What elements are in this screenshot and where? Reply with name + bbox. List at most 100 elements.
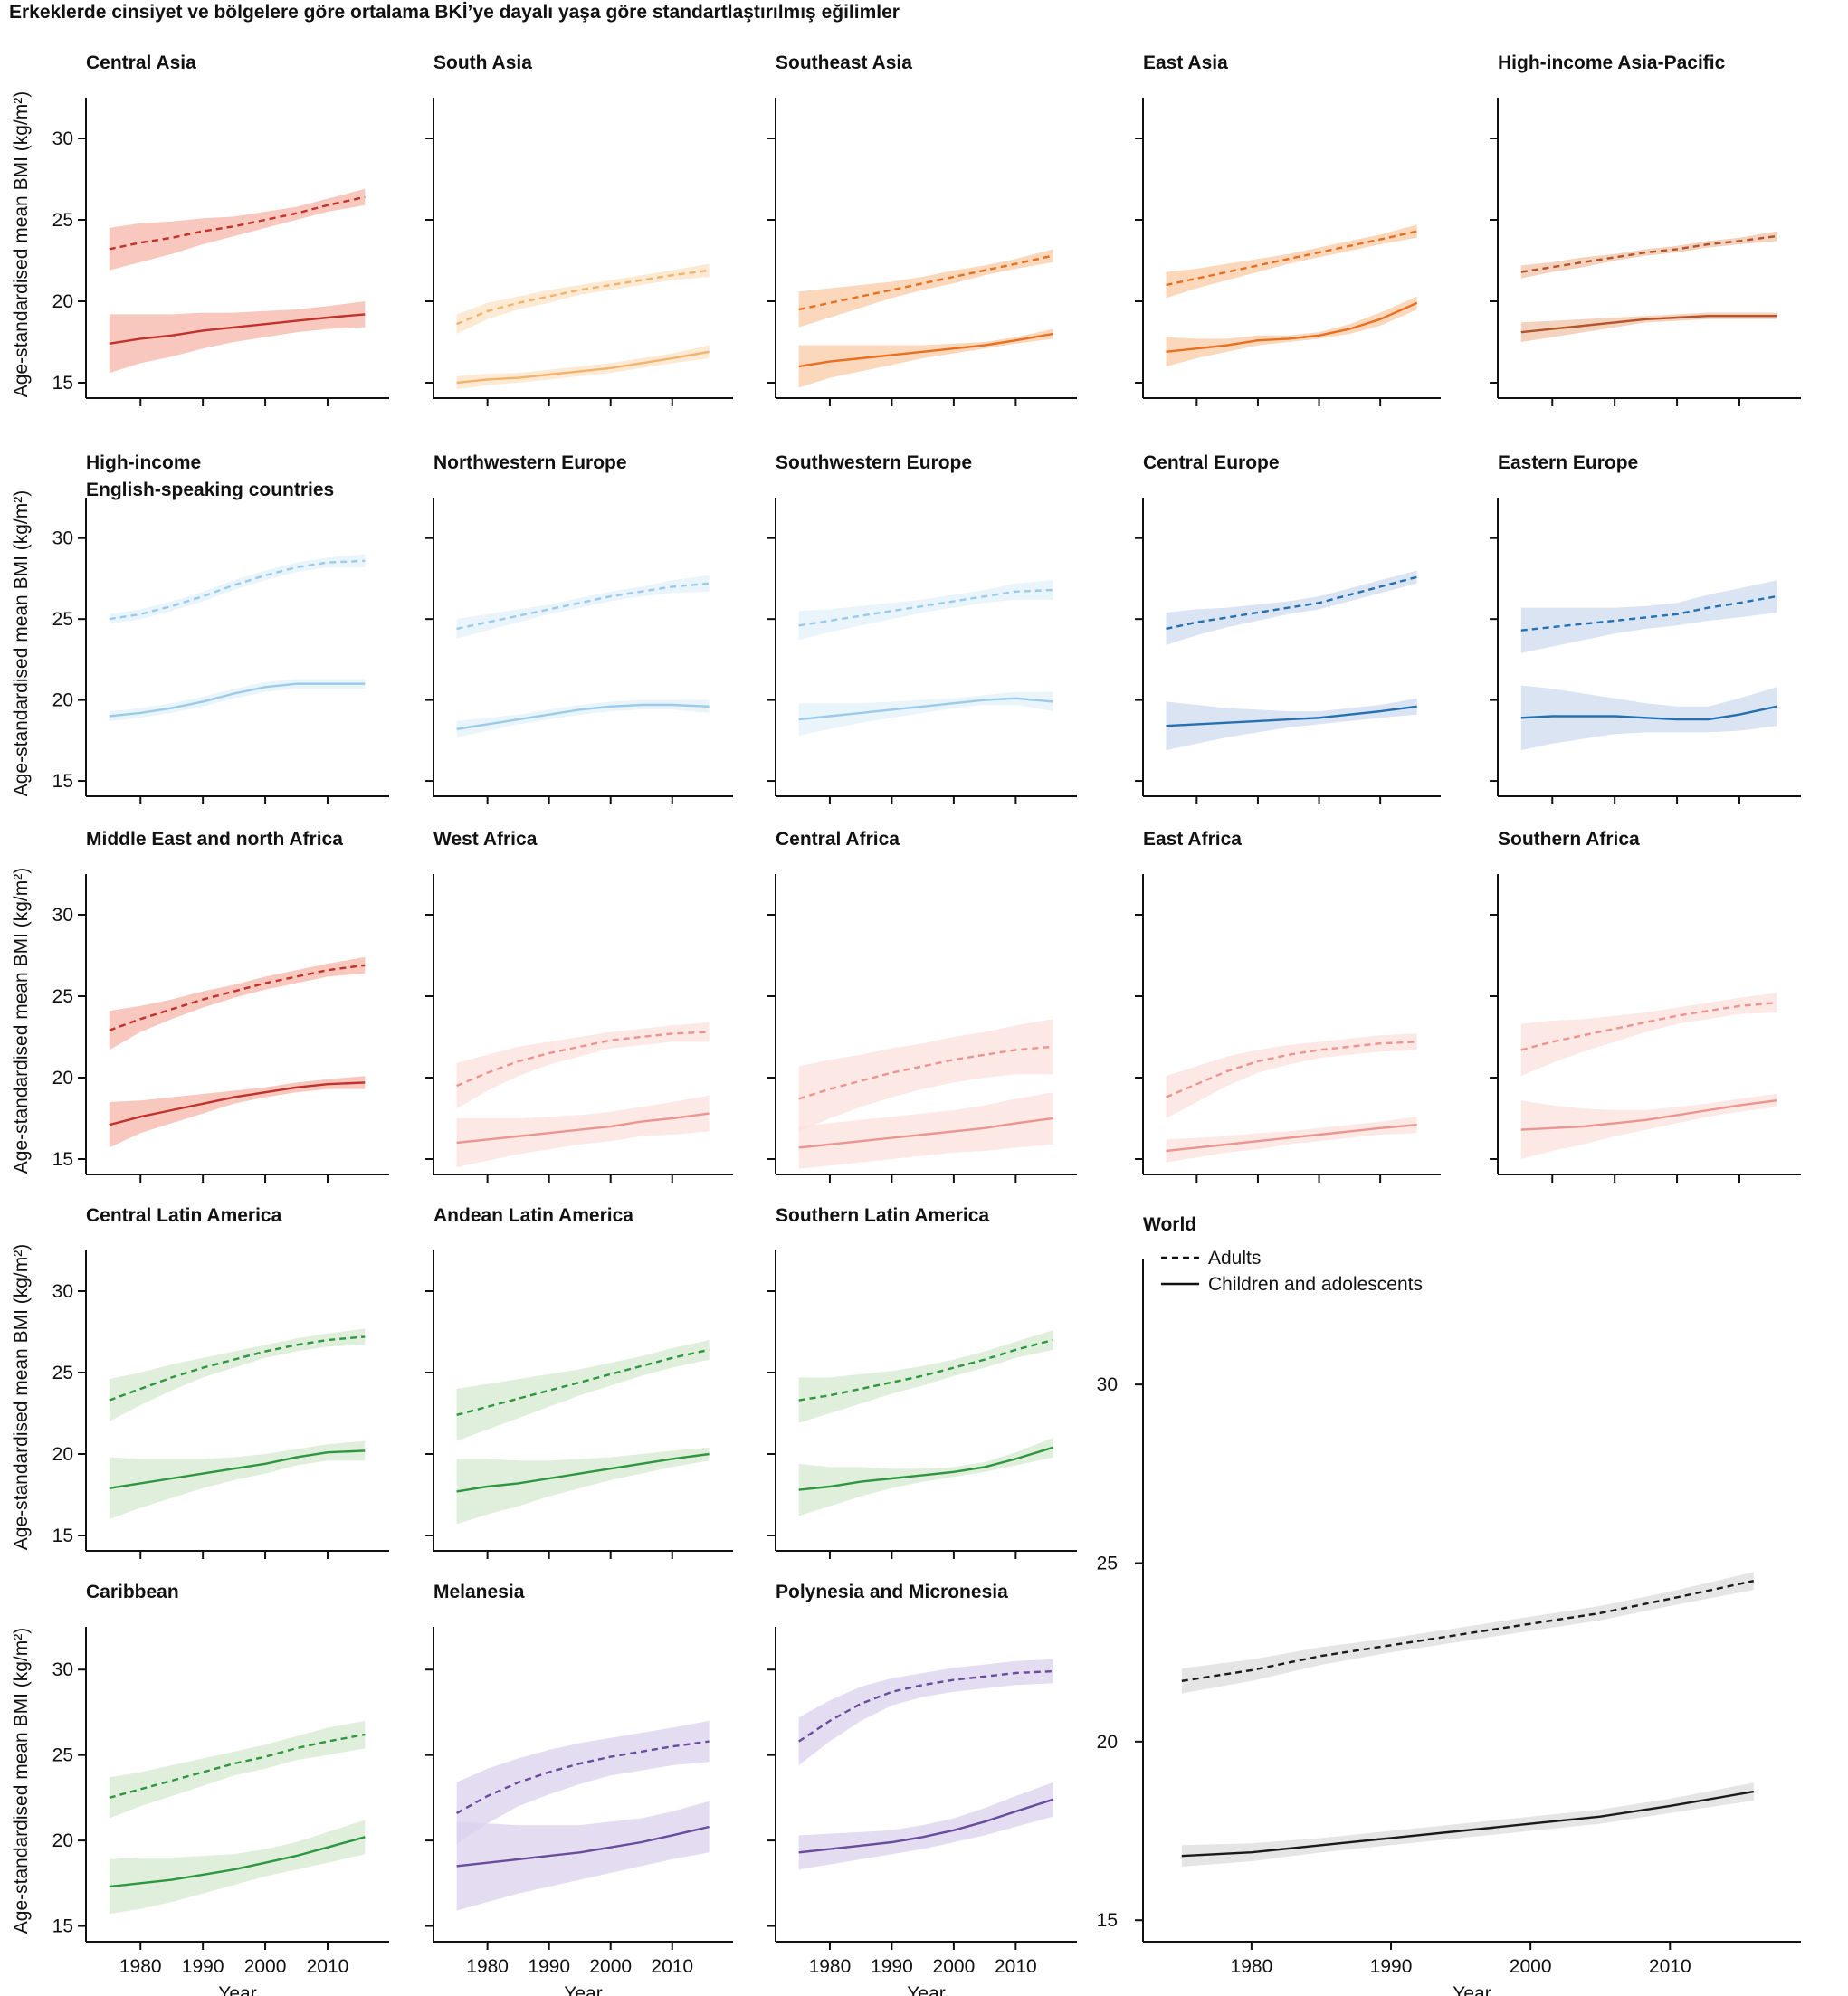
- panel-6: Northwestern Europe: [425, 452, 733, 804]
- y-tick-label: 20: [52, 1444, 73, 1465]
- panel-title: West Africa: [433, 829, 538, 850]
- adults-line: [798, 1669, 1053, 1743]
- children-band: [798, 691, 1053, 736]
- adults-line: [1520, 234, 1777, 273]
- children-line: [109, 1449, 366, 1489]
- adults-band: [109, 1328, 366, 1421]
- adults-line: [1520, 1002, 1777, 1051]
- children-band: [1181, 1782, 1754, 1867]
- panel-title: Southwestern Europe: [776, 452, 972, 473]
- panel-title: East Africa: [1143, 829, 1242, 850]
- x-tick-label: 2010: [651, 1956, 693, 1977]
- panel-17: Southern Latin America: [767, 1205, 1077, 1559]
- children-line: [798, 332, 1053, 368]
- y-axis-label: Age-standardised mean BMI (kg/m²): [11, 1628, 32, 1934]
- adults-band: [109, 956, 366, 1050]
- children-line: [798, 697, 1053, 721]
- legend: Adults Children and adolescents: [1161, 1248, 1423, 1295]
- x-tick-label: 1980: [119, 1956, 162, 1977]
- panel-14: Southern Africa: [1490, 829, 1801, 1183]
- y-tick-label: 20: [52, 1068, 73, 1088]
- adults-band: [456, 1340, 710, 1441]
- children-band: [109, 301, 366, 374]
- panel-title: Southern Latin America: [776, 1205, 989, 1226]
- adults-line: [798, 1338, 1053, 1402]
- adults-band: [1520, 231, 1777, 279]
- children-line: [456, 1452, 710, 1493]
- children-band: [1166, 698, 1417, 751]
- y-tick-label: 25: [1097, 1554, 1118, 1574]
- y-tick-label: 15: [52, 1916, 73, 1937]
- adults-band: [798, 1330, 1053, 1423]
- panel-title: Andean Latin America: [433, 1205, 633, 1226]
- y-tick-label: 30: [52, 1281, 73, 1302]
- adults-line: [1520, 594, 1777, 632]
- children-line: [109, 1836, 366, 1888]
- panel-3: East Asia: [1135, 52, 1441, 406]
- x-tick-label: 1980: [466, 1956, 509, 1977]
- y-tick-label: 25: [52, 1745, 73, 1766]
- children-line: [109, 1081, 366, 1126]
- adults-line: [456, 269, 710, 326]
- y-tick-label: 20: [1097, 1732, 1118, 1753]
- adults-line: [798, 588, 1053, 627]
- panel-title: Central Europe: [1143, 452, 1280, 473]
- adults-line: [798, 1045, 1053, 1100]
- y-axis-label: Age-standardised mean BMI (kg/m²): [11, 91, 32, 397]
- children-line: [1166, 1124, 1417, 1153]
- legend-label: Children and adolescents: [1208, 1274, 1423, 1295]
- adults-line: [109, 195, 366, 251]
- children-line: [1520, 1099, 1777, 1131]
- x-tick-label: 1980: [1231, 1956, 1273, 1977]
- x-tick-label: 2000: [244, 1956, 287, 1977]
- panel-title: English-speaking countries: [86, 480, 334, 500]
- x-axis-label: Year: [218, 1983, 256, 1996]
- panel-4: High-income Asia-Pacific: [1490, 52, 1801, 406]
- panel-title: High-income Asia-Pacific: [1498, 52, 1726, 73]
- x-tick-label: 1990: [182, 1956, 224, 1977]
- y-axis-label: Age-standardised mean BMI (kg/m²): [11, 1244, 32, 1550]
- panel-title: Central Africa: [776, 829, 900, 850]
- figure-title: Erkeklerde cinsiyet ve bölgelere göre or…: [9, 2, 900, 23]
- adults-band: [798, 580, 1053, 641]
- panel-title: Central Asia: [86, 52, 196, 73]
- panel-7: Southwestern Europe: [767, 452, 1077, 804]
- children-line: [1166, 705, 1417, 727]
- adults-line: [456, 1740, 710, 1814]
- panel-15: Central Latin America 15 20 25 30 Age-standar…: [11, 1205, 389, 1559]
- panel-20: Polynesia and Micronesia 1980 1990 2000 2010…: [767, 1582, 1077, 1996]
- panel-title: East Asia: [1143, 52, 1228, 73]
- x-tick-label: 1980: [809, 1956, 852, 1977]
- panel-title: Caribbean: [86, 1582, 179, 1602]
- y-tick-label: 30: [52, 905, 73, 926]
- y-tick-label: 15: [52, 1526, 73, 1546]
- children-line: [456, 703, 710, 730]
- panel-16: Andean Latin America: [425, 1205, 733, 1559]
- panel-13: East Africa: [1135, 829, 1441, 1183]
- children-band: [1166, 296, 1417, 366]
- panel-1: South Asia: [425, 52, 733, 406]
- panel-title: Northwestern Europe: [433, 452, 627, 473]
- panel-0: Central Asia 15 20 25 30 Age-standardised mea…: [11, 52, 389, 406]
- children-line: [1520, 315, 1777, 334]
- adults-line: [456, 1348, 710, 1416]
- adults-band: [109, 1720, 366, 1819]
- panel-2: Southeast Asia: [767, 52, 1077, 406]
- children-line: [798, 1798, 1053, 1854]
- y-tick-label: 20: [52, 291, 73, 312]
- adults-line: [798, 254, 1053, 311]
- panel-title: Polynesia and Micronesia: [776, 1582, 1008, 1602]
- panel-title: World: [1143, 1214, 1196, 1235]
- adults-line: [1166, 575, 1418, 631]
- children-line: [456, 1112, 710, 1145]
- y-tick-label: 15: [1097, 1910, 1118, 1931]
- panel-11: West Africa: [425, 829, 733, 1183]
- panel-title: Melanesia: [433, 1582, 525, 1602]
- children-line: [1520, 705, 1777, 721]
- adults-band: [798, 249, 1053, 328]
- adults-band: [456, 263, 710, 334]
- x-axis-label: Year: [564, 1983, 602, 1996]
- adults-band: [109, 554, 366, 624]
- panel-title: Southern Africa: [1498, 829, 1640, 850]
